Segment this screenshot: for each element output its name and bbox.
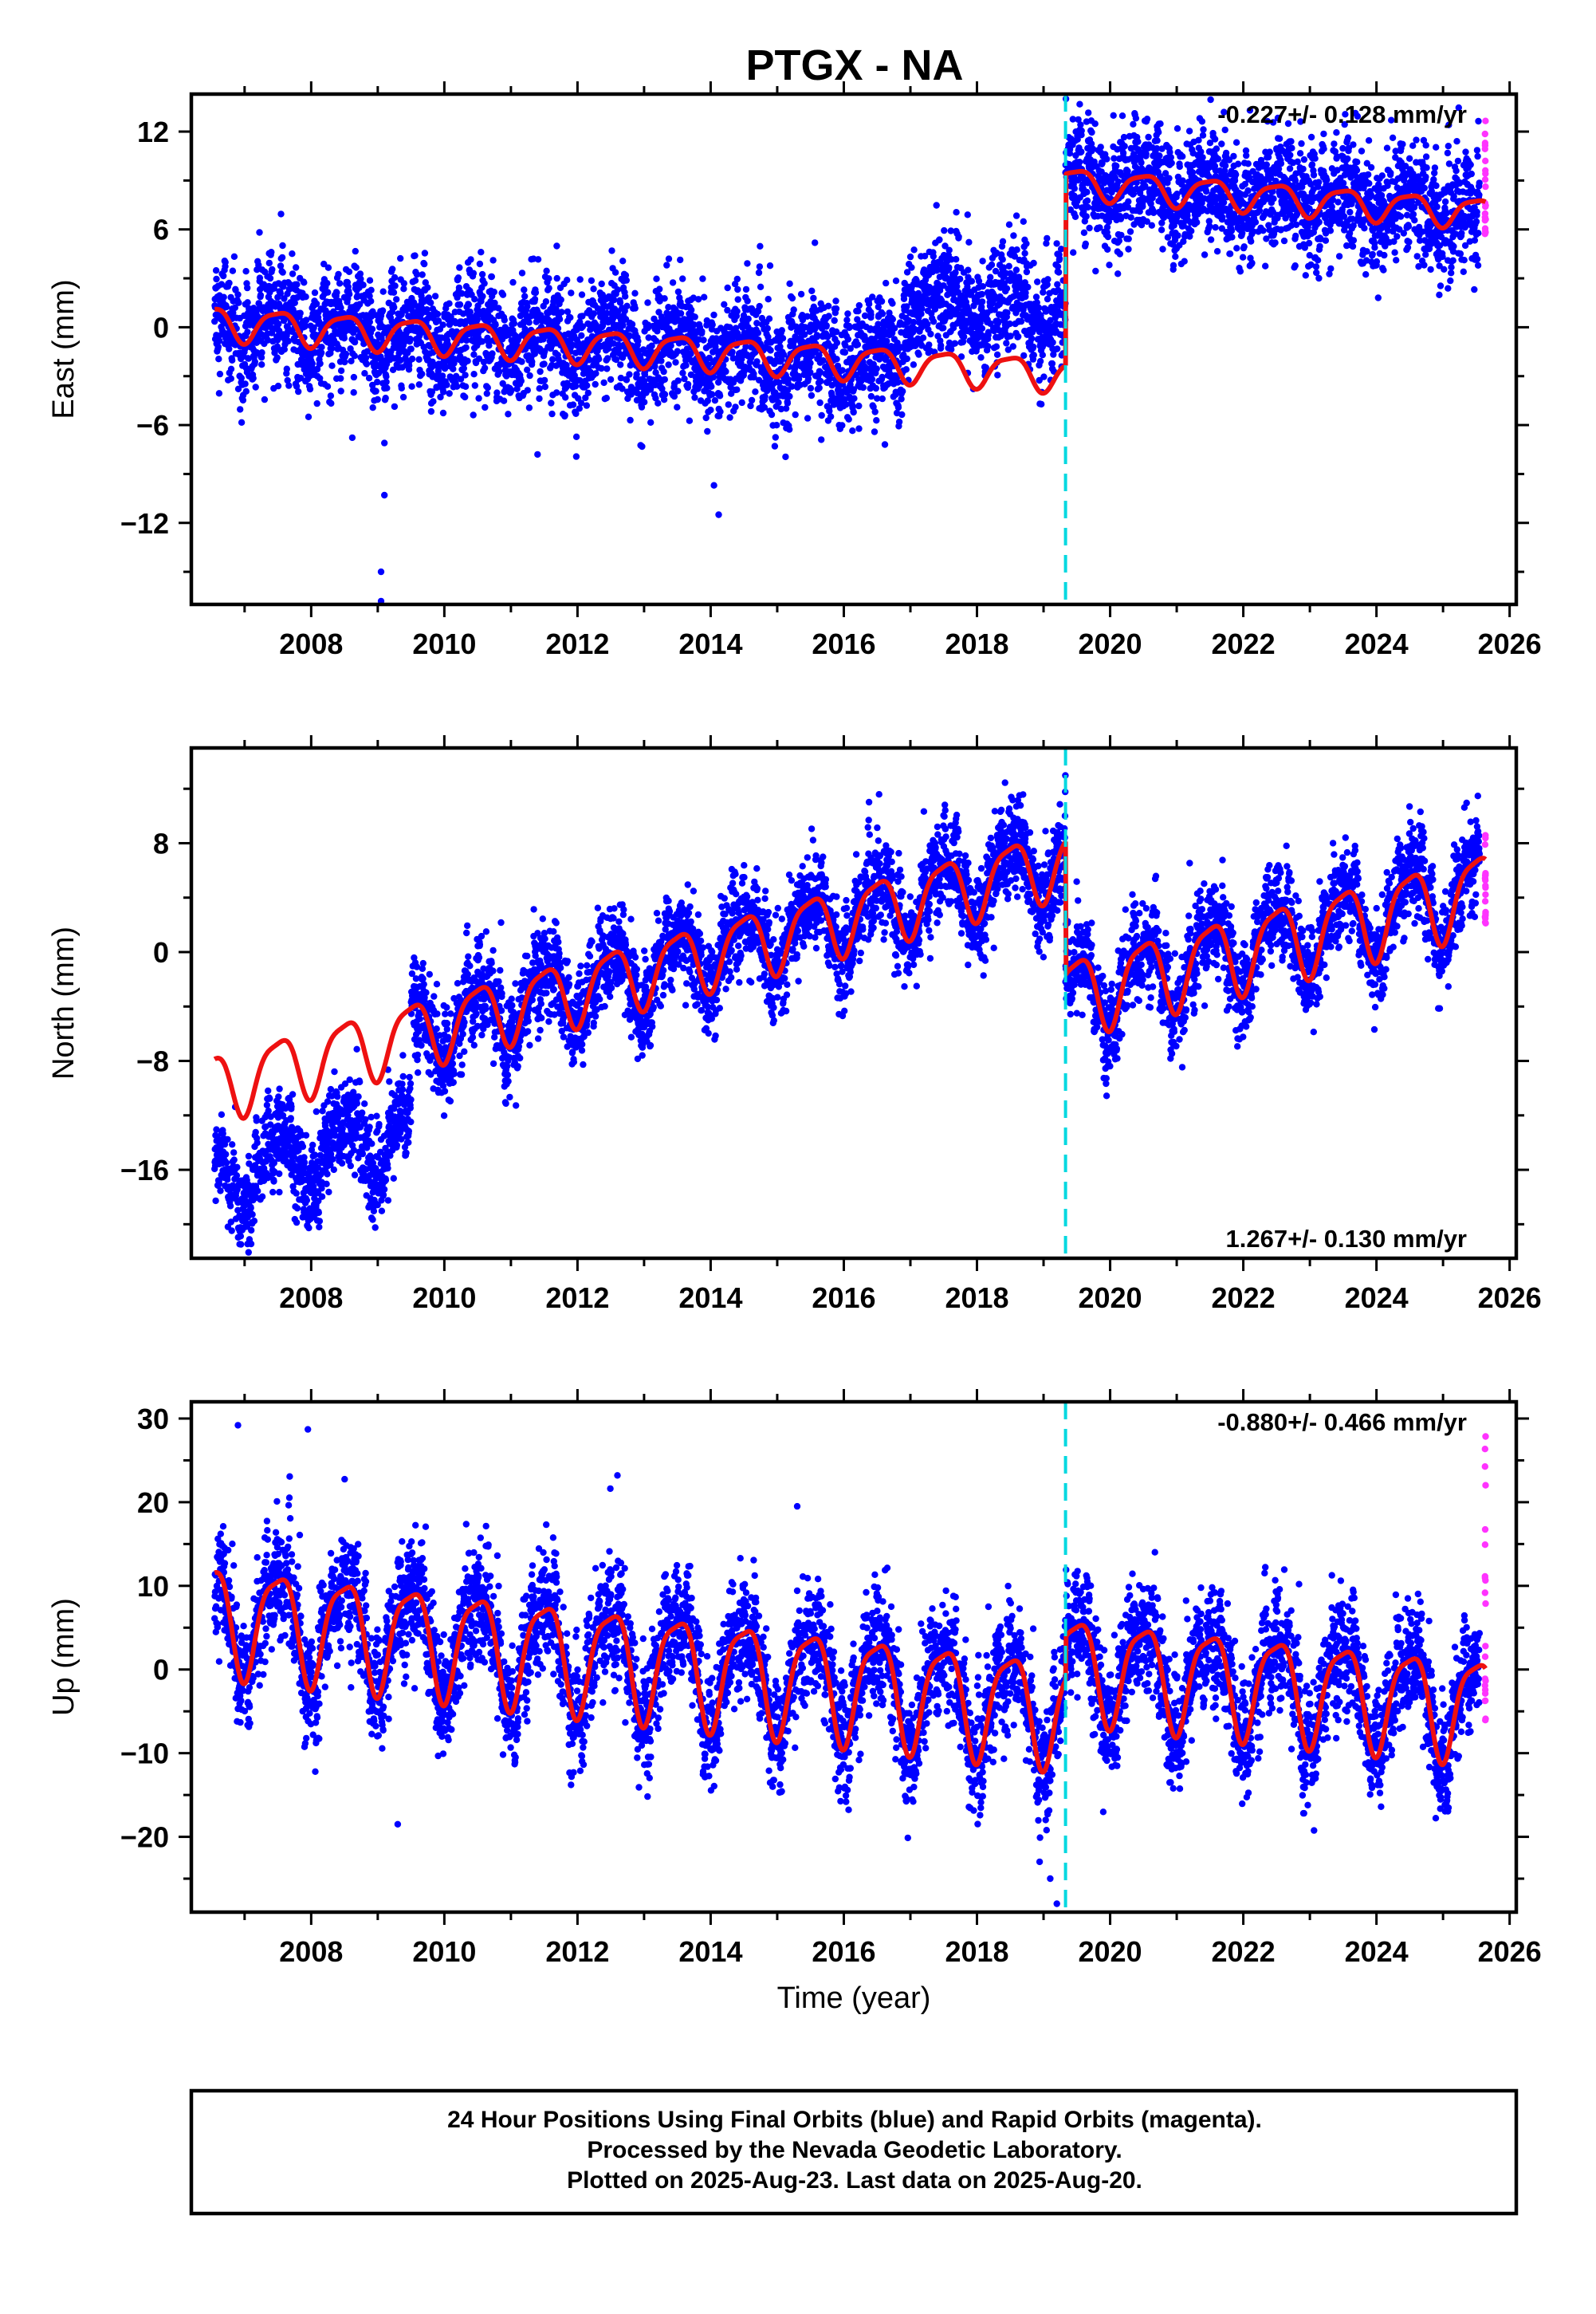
x-tick-label: 2020 xyxy=(1078,628,1142,660)
x-tick-label: 2016 xyxy=(812,1281,875,1314)
velocity-rate-label: -0.227+/- 0.128 mm/yr xyxy=(1217,100,1467,128)
x-tick-label: 2014 xyxy=(678,1281,742,1314)
x-tick-label: 2010 xyxy=(412,628,476,660)
velocity-rate-label: 1.267+/- 0.130 mm/yr xyxy=(1226,1225,1467,1253)
y-tick-label: −10 xyxy=(120,1737,169,1770)
rapid-orbit-scatter xyxy=(1482,832,1489,927)
east-panel: 2008 2010 2012 2014 2016 2018 2020 2022 2024 2026… xyxy=(47,43,1542,660)
y-axis-label: Up (mm) xyxy=(47,1598,81,1716)
x-tick-label: 2012 xyxy=(545,1935,609,1968)
x-tick-label: 2026 xyxy=(1478,1281,1542,1314)
figure-title: PTGX - NA xyxy=(745,41,963,89)
y-tick-label: −6 xyxy=(136,409,169,442)
rapid-orbit-points xyxy=(1482,832,1489,927)
x-tick-label: 2020 xyxy=(1078,1935,1142,1968)
x-tick-label: 2008 xyxy=(279,628,343,660)
x-tick-label: 2026 xyxy=(1478,1935,1542,1968)
x-tick-label: 2022 xyxy=(1212,628,1276,660)
y-tick-label: 0 xyxy=(153,311,169,344)
footer-line-3: Plotted on 2025-Aug-23. Last data on 202… xyxy=(567,2167,1142,2194)
y-tick-label: 20 xyxy=(137,1486,169,1519)
x-tick-label: 2012 xyxy=(545,628,609,660)
y-tick-label: 12 xyxy=(137,116,169,148)
y-tick-label: 6 xyxy=(153,214,169,246)
x-axis-label: Time (year) xyxy=(777,1981,931,2015)
y-tick-label: −20 xyxy=(120,1821,169,1854)
x-tick-label: 2020 xyxy=(1078,1281,1142,1314)
north-panel: 2008 2010 2012 2014 2016 2018 2020 2022 2024 2026… xyxy=(47,735,1542,1314)
footer-line-2: Processed by the Nevada Geodetic Laborat… xyxy=(587,2137,1122,2163)
x-tick-label: 2026 xyxy=(1478,628,1542,660)
x-tick-label: 2018 xyxy=(945,628,1008,660)
x-tick-label: 2024 xyxy=(1345,628,1409,660)
x-tick-label: 2014 xyxy=(678,1935,742,1968)
x-tick-label: 2024 xyxy=(1345,1935,1409,1968)
x-tick-label: 2018 xyxy=(945,1935,1008,1968)
x-tick-label: 2022 xyxy=(1212,1935,1276,1968)
y-tick-label: −16 xyxy=(120,1154,169,1187)
y-tick-label: 8 xyxy=(153,827,169,860)
up-panel: 2008 2010 2012 2014 2016 2018 2020 2022 2024 2026… xyxy=(47,1389,1542,2015)
rapid-orbit-scatter xyxy=(1482,1433,1489,1723)
velocity-rate-label: -0.880+/- 0.466 mm/yr xyxy=(1217,1408,1467,1436)
y-axis-label: East (mm) xyxy=(47,279,81,419)
y-axis-label: North (mm) xyxy=(47,927,81,1080)
rapid-orbit-scatter xyxy=(1482,117,1489,237)
x-tick-label: 2010 xyxy=(412,1935,476,1968)
footer-line-1: 24 Hour Positions Using Final Orbits (bl… xyxy=(447,2107,1262,2133)
y-tick-label: 0 xyxy=(153,936,169,969)
footer-box: 24 Hour Positions Using Final Orbits (bl… xyxy=(191,2091,1516,2214)
x-tick-label: 2022 xyxy=(1212,1281,1276,1314)
y-tick-label: 0 xyxy=(153,1654,169,1686)
y-tick-label: 10 xyxy=(137,1570,169,1603)
final-orbit-scatter xyxy=(211,772,1483,1298)
rapid-orbit-points xyxy=(1482,1433,1489,1723)
rapid-orbit-points xyxy=(1482,117,1489,237)
x-tick-label: 2010 xyxy=(412,1281,476,1314)
y-tick-label: −12 xyxy=(120,507,169,540)
final-orbit-points xyxy=(211,772,1483,1298)
x-tick-label: 2024 xyxy=(1345,1281,1409,1314)
y-tick-label: 30 xyxy=(137,1403,169,1435)
x-tick-label: 2016 xyxy=(812,1935,875,1968)
x-tick-label: 2018 xyxy=(945,1281,1008,1314)
x-tick-label: 2014 xyxy=(678,628,742,660)
x-tick-label: 2012 xyxy=(545,1281,609,1314)
x-tick-label: 2016 xyxy=(812,628,875,660)
y-tick-label: −8 xyxy=(136,1045,169,1078)
x-tick-label: 2008 xyxy=(279,1281,343,1314)
x-tick-label: 2008 xyxy=(279,1935,343,1968)
